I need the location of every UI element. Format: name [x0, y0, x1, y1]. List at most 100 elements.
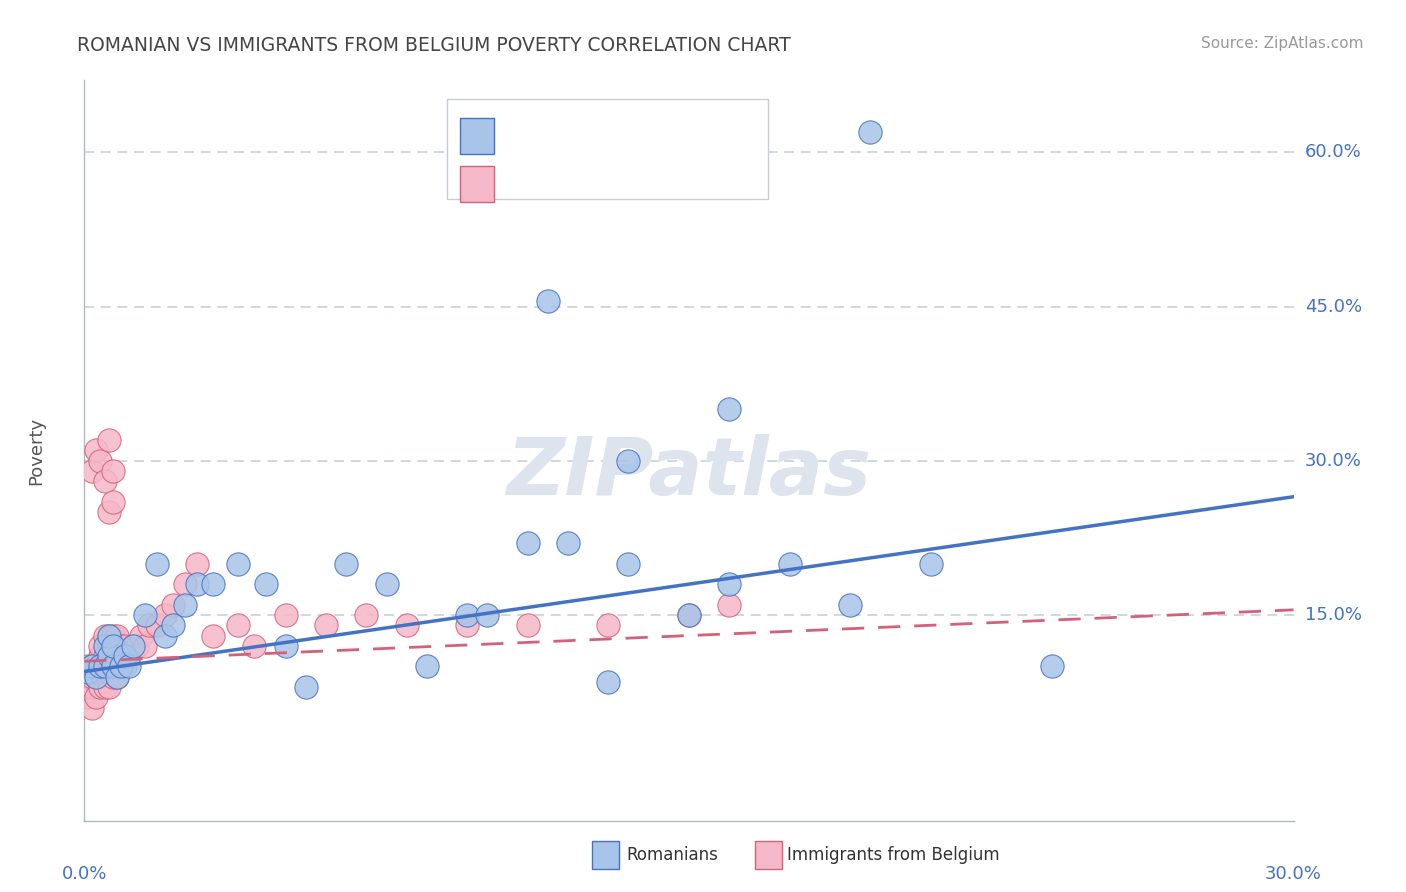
Point — [779, 557, 801, 571]
Text: 0.0%: 0.0% — [62, 865, 107, 883]
Point — [516, 536, 538, 550]
Point — [89, 680, 111, 694]
Point — [118, 649, 141, 664]
Point — [97, 629, 120, 643]
Point — [162, 598, 184, 612]
Text: 30.0%: 30.0% — [1265, 865, 1322, 883]
Point — [859, 125, 882, 139]
Point — [516, 618, 538, 632]
Point — [97, 433, 120, 447]
FancyBboxPatch shape — [755, 840, 782, 869]
Point — [89, 639, 111, 653]
FancyBboxPatch shape — [592, 840, 619, 869]
Point — [82, 659, 104, 673]
Point — [375, 577, 398, 591]
Point — [97, 659, 120, 673]
Point — [110, 659, 132, 673]
Point — [101, 659, 124, 673]
Text: Source: ZipAtlas.com: Source: ZipAtlas.com — [1201, 36, 1364, 51]
Point — [242, 639, 264, 653]
Point — [114, 639, 136, 653]
Point — [105, 629, 128, 643]
Point — [718, 402, 741, 417]
Point — [186, 577, 208, 591]
Point — [97, 505, 120, 519]
Point — [356, 607, 378, 622]
Point — [89, 659, 111, 673]
Point — [101, 649, 124, 664]
Point — [202, 629, 225, 643]
Text: ROMANIAN VS IMMIGRANTS FROM BELGIUM POVERTY CORRELATION CHART: ROMANIAN VS IMMIGRANTS FROM BELGIUM POVE… — [77, 36, 792, 54]
FancyBboxPatch shape — [460, 166, 495, 202]
Point — [226, 557, 249, 571]
Text: R = 0.050   N = 62: R = 0.050 N = 62 — [509, 175, 693, 193]
Point — [82, 700, 104, 714]
Point — [105, 649, 128, 664]
Text: 15.0%: 15.0% — [1305, 606, 1361, 624]
Point — [537, 294, 560, 309]
Point — [718, 577, 741, 591]
Point — [315, 618, 337, 632]
Point — [118, 659, 141, 673]
Point — [134, 607, 156, 622]
Point — [77, 665, 100, 679]
Point — [97, 680, 120, 694]
Point — [93, 649, 115, 664]
Point — [617, 557, 640, 571]
Point — [416, 659, 439, 673]
Point — [920, 557, 942, 571]
Point — [82, 659, 104, 673]
Point — [274, 607, 297, 622]
Point — [89, 659, 111, 673]
Text: ZIPatlas: ZIPatlas — [506, 434, 872, 512]
Point — [146, 618, 169, 632]
Point — [121, 639, 143, 653]
Point — [82, 670, 104, 684]
Point — [254, 577, 277, 591]
Point — [718, 598, 741, 612]
Point — [89, 649, 111, 664]
Point — [598, 618, 620, 632]
FancyBboxPatch shape — [447, 99, 768, 199]
Point — [97, 629, 120, 643]
Point — [101, 639, 124, 653]
Point — [174, 598, 197, 612]
Point — [93, 659, 115, 673]
Text: 45.0%: 45.0% — [1305, 298, 1362, 316]
Point — [598, 674, 620, 689]
Point — [101, 629, 124, 643]
Point — [162, 618, 184, 632]
Point — [93, 639, 115, 653]
Text: Romanians: Romanians — [626, 846, 718, 863]
Point — [678, 607, 700, 622]
Text: R =  0.273   N = 45: R = 0.273 N = 45 — [509, 127, 699, 145]
Point — [1040, 659, 1063, 673]
Point — [93, 680, 115, 694]
Point — [456, 607, 478, 622]
Point — [295, 680, 318, 694]
Point — [617, 454, 640, 468]
Point — [105, 670, 128, 684]
Point — [138, 618, 160, 632]
Point — [110, 639, 132, 653]
Point — [101, 670, 124, 684]
Point — [77, 690, 100, 705]
Point — [93, 629, 115, 643]
Point — [839, 598, 862, 612]
Point — [114, 649, 136, 664]
Point — [93, 475, 115, 489]
Point — [395, 618, 418, 632]
Text: Poverty: Poverty — [27, 417, 45, 484]
Point — [82, 680, 104, 694]
Point — [121, 639, 143, 653]
Point — [129, 629, 152, 643]
Point — [114, 659, 136, 673]
Point — [101, 464, 124, 478]
Point — [174, 577, 197, 591]
Text: 30.0%: 30.0% — [1305, 451, 1361, 470]
Point — [226, 618, 249, 632]
Point — [557, 536, 579, 550]
Point — [335, 557, 357, 571]
Point — [678, 607, 700, 622]
Point — [146, 557, 169, 571]
